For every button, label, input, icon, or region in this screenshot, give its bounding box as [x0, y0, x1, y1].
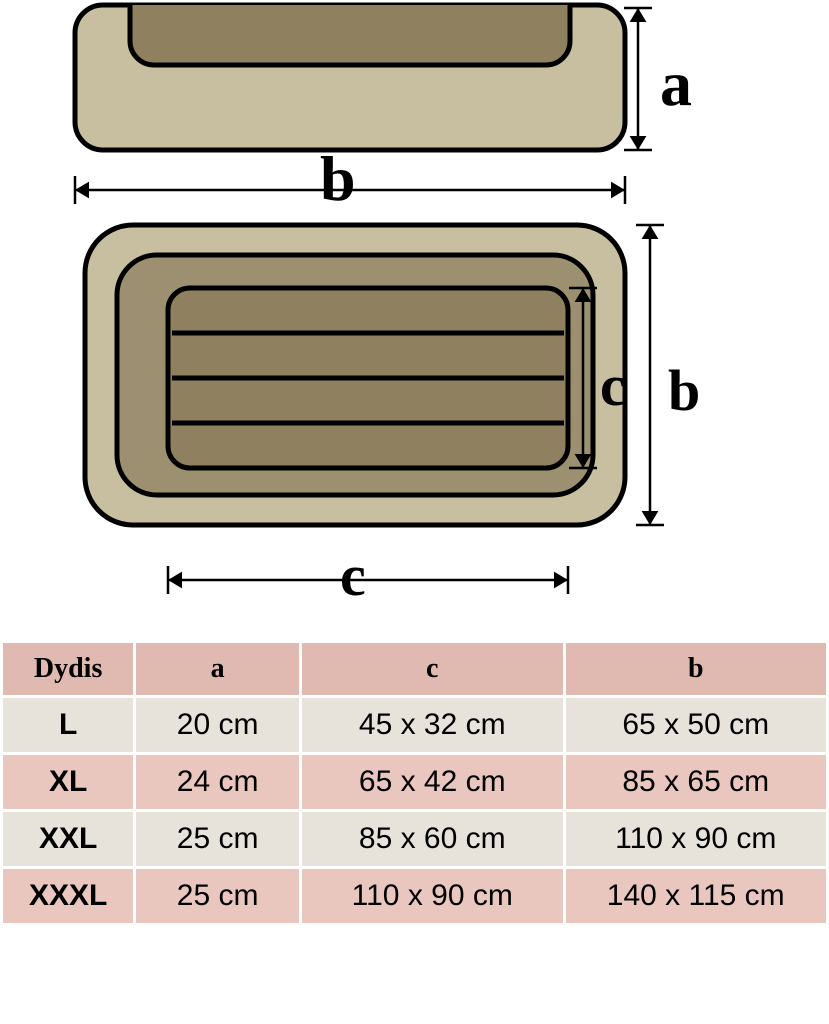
- value-cell: 85 x 65 cm: [566, 755, 827, 809]
- table-row: XXXL25 cm110 x 90 cm140 x 115 cm: [3, 869, 826, 923]
- value-cell: 24 cm: [136, 755, 299, 809]
- value-cell: 85 x 60 cm: [302, 812, 562, 866]
- table-row: XL24 cm65 x 42 cm85 x 65 cm: [3, 755, 826, 809]
- size-table: DydisacbL20 cm45 x 32 cm65 x 50 cmXL24 c…: [0, 640, 829, 926]
- diagram-area: abccb: [0, 0, 829, 640]
- svg-text:a: a: [660, 48, 692, 119]
- value-cell: 110 x 90 cm: [302, 869, 562, 923]
- value-cell: 140 x 115 cm: [566, 869, 827, 923]
- value-cell: 65 x 42 cm: [302, 755, 562, 809]
- value-cell: 20 cm: [136, 698, 299, 752]
- size-cell: XL: [3, 755, 133, 809]
- size-cell: XXL: [3, 812, 133, 866]
- col-header-b: b: [566, 643, 827, 695]
- svg-text:b: b: [320, 143, 356, 214]
- size-cell: L: [3, 698, 133, 752]
- value-cell: 25 cm: [136, 812, 299, 866]
- value-cell: 45 x 32 cm: [302, 698, 562, 752]
- table-row: L20 cm45 x 32 cm65 x 50 cm: [3, 698, 826, 752]
- dimension-diagram: abccb: [0, 0, 829, 640]
- size-table-area: DydisacbL20 cm45 x 32 cm65 x 50 cmXL24 c…: [0, 640, 829, 926]
- value-cell: 25 cm: [136, 869, 299, 923]
- value-cell: 65 x 50 cm: [566, 698, 827, 752]
- size-cell: XXXL: [3, 869, 133, 923]
- col-header-a: a: [136, 643, 299, 695]
- col-header-dydis: Dydis: [3, 643, 133, 695]
- svg-text:c: c: [340, 543, 366, 608]
- value-cell: 110 x 90 cm: [566, 812, 827, 866]
- svg-text:c: c: [600, 353, 626, 418]
- table-row: XXL25 cm85 x 60 cm110 x 90 cm: [3, 812, 826, 866]
- svg-text:b: b: [668, 358, 700, 423]
- col-header-c: c: [302, 643, 562, 695]
